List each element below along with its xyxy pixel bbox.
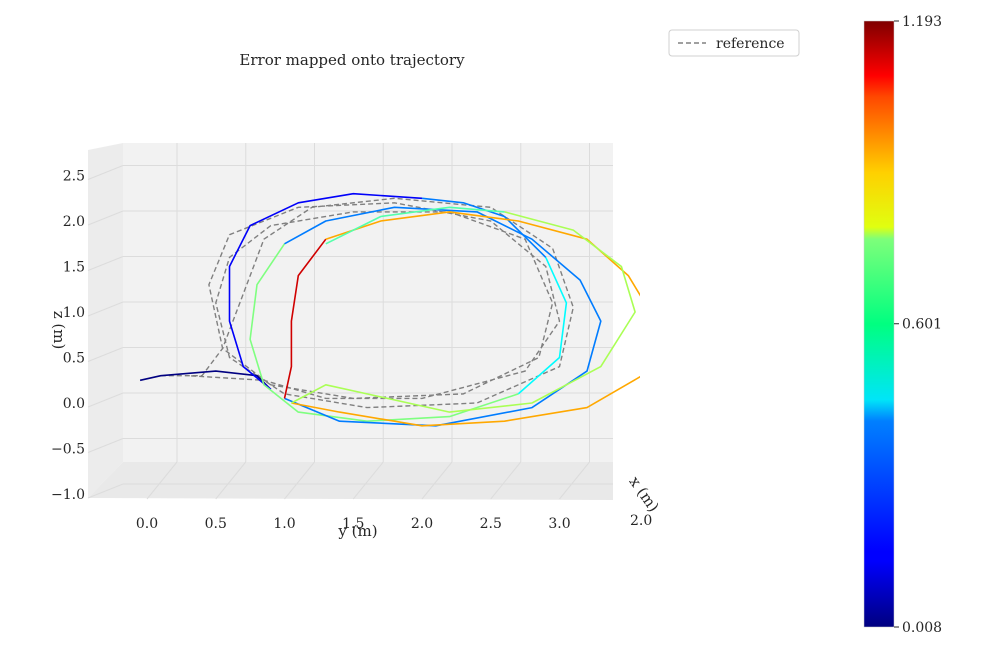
grid-side-4 (87, 301, 124, 317)
grid-floor-4 (421, 461, 453, 500)
grid-floor-1 (215, 461, 247, 500)
y-tick-1: −0.5 (51, 442, 85, 458)
estimate-segment-7 (291, 211, 640, 427)
grid-side-5 (87, 256, 124, 271)
x-tick-0: 0.0 (136, 516, 158, 532)
estimate-layer (139, 192, 640, 427)
grid-floor-2 (284, 461, 315, 500)
legend-box (668, 29, 800, 57)
grid-floor-0 (146, 461, 178, 500)
y-tick-labels: −1.0 −0.5 0.0 0.5 1.0 1.5 2.0 2.5 (51, 169, 85, 504)
grid-lines (87, 143, 613, 500)
y-tick-2: 0.0 (63, 396, 85, 412)
y-tick-4: 1.0 (63, 305, 85, 321)
x-tick-4: 2.0 (411, 516, 433, 532)
estimate-segment-3 (517, 257, 568, 395)
estimate-segment-6 (283, 238, 327, 399)
x-tick-6: 3.0 (548, 516, 570, 532)
grid-floor-5 (490, 461, 522, 500)
y-tick-7: 2.5 (63, 169, 85, 185)
estimate-segment-8 (291, 211, 636, 413)
x-tick-5: 2.5 (480, 516, 502, 532)
colorbar-tick-1: 0.601 (902, 317, 942, 333)
x-tick-labels: 0.0 0.5 1.0 1.5 2.0 2.5 3.0 (136, 516, 571, 532)
x-tick-2: 1.0 (273, 516, 295, 532)
grid-side-7 (87, 165, 124, 180)
colorbar-ticks: 1.193 0.601 0.008 (894, 14, 942, 636)
depth-tick-labels: 2.0 (630, 513, 652, 529)
grid-side-6 (87, 210, 124, 226)
colorbar-tick-0: 1.193 (902, 14, 942, 30)
left-pane (88, 143, 123, 498)
x-tick-3: 1.5 (342, 516, 364, 532)
axes-panes (88, 143, 613, 500)
colorbar-tick-2: 0.008 (902, 620, 942, 636)
grid-floor-3 (352, 461, 384, 500)
estimate-segment-0 (139, 370, 272, 390)
estimate-segment-9 (325, 206, 505, 245)
colorbar: 1.193 0.601 0.008 (863, 14, 942, 636)
grid-floor-6 (559, 461, 590, 500)
x-axis-label: y (m) (337, 522, 377, 540)
colorbar-gradient (863, 20, 895, 628)
depth-tick-0: 2.0 (630, 513, 652, 529)
estimate-segment-1 (228, 192, 423, 391)
y-tick-5: 1.5 (63, 260, 85, 276)
chart-title: Error mapped onto trajectory (239, 51, 465, 69)
floor-pane (88, 462, 613, 500)
grid-side-3 (87, 347, 124, 362)
grid-side-2 (87, 392, 124, 408)
grid-side-0 (87, 483, 124, 499)
y-tick-3: 0.5 (63, 351, 85, 367)
depth-axis-label: x (m) (625, 473, 662, 515)
x-tick-1: 0.5 (205, 516, 227, 532)
grid-side-1 (87, 438, 124, 453)
legend-label-reference: reference (716, 36, 785, 52)
y-tick-0: −1.0 (51, 487, 85, 503)
estimate-segment-4 (249, 243, 519, 422)
legend: reference (668, 29, 800, 57)
y-tick-6: 2.0 (63, 214, 85, 230)
y-axis-label: z (m) (50, 311, 68, 350)
